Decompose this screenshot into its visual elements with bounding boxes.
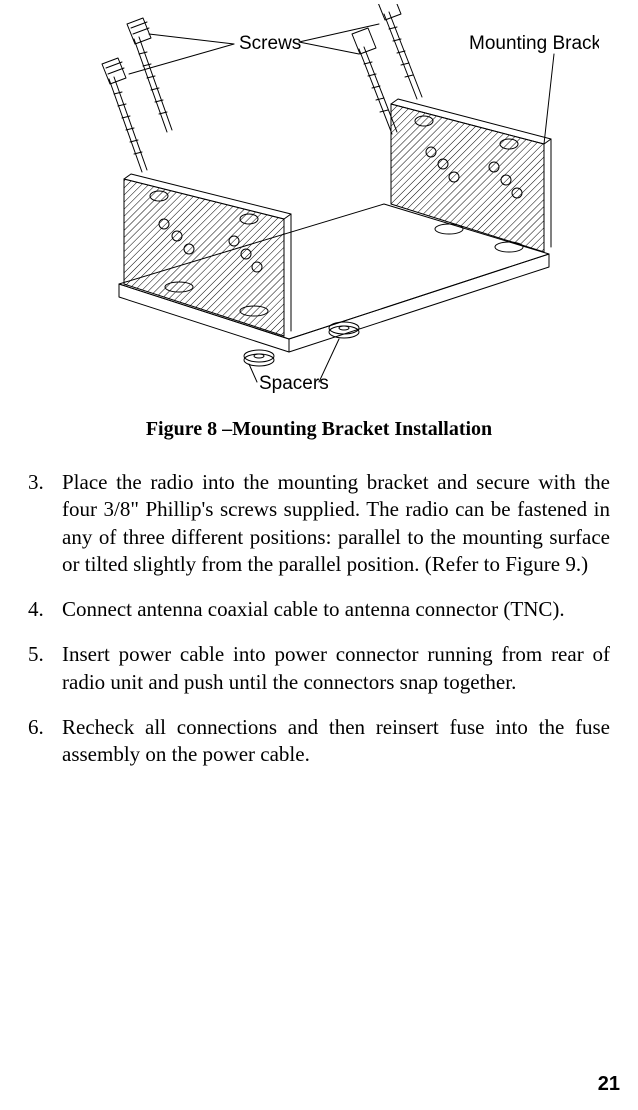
screws-label: Screws bbox=[239, 33, 301, 54]
instruction-step: 6. Recheck all connections and then rein… bbox=[28, 714, 610, 769]
mounting-bracket-diagram: Screws Mounting Bracket Spacers bbox=[39, 4, 599, 394]
page-number: 21 bbox=[598, 1073, 620, 1096]
screw-icon bbox=[352, 28, 397, 134]
step-number: 4. bbox=[28, 596, 62, 623]
screw-icon bbox=[102, 58, 147, 172]
screw-icon bbox=[377, 4, 422, 99]
mounting-bracket-label: Mounting Bracket bbox=[469, 33, 599, 54]
figure-wrap: Screws Mounting Bracket Spacers Figure 8… bbox=[28, 0, 610, 441]
instruction-list: 3. Place the radio into the mounting bra… bbox=[28, 469, 610, 769]
instruction-step: 4. Connect antenna coaxial cable to ante… bbox=[28, 596, 610, 623]
page: Screws Mounting Bracket Spacers Figure 8… bbox=[0, 0, 638, 1110]
step-text: Recheck all connections and then reinser… bbox=[62, 714, 610, 769]
instruction-step: 3. Place the radio into the mounting bra… bbox=[28, 469, 610, 578]
figure-caption: Figure 8 –Mounting Bracket Installation bbox=[28, 418, 610, 441]
step-text: Connect antenna coaxial cable to antenna… bbox=[62, 596, 610, 623]
step-number: 6. bbox=[28, 714, 62, 769]
spacers-label: Spacers bbox=[259, 373, 329, 394]
step-number: 5. bbox=[28, 641, 62, 696]
step-text: Insert power cable into power connector … bbox=[62, 641, 610, 696]
step-number: 3. bbox=[28, 469, 62, 578]
step-text: Place the radio into the mounting bracke… bbox=[62, 469, 610, 578]
spacer-icon bbox=[244, 350, 274, 366]
instruction-step: 5. Insert power cable into power connect… bbox=[28, 641, 610, 696]
screw-icon bbox=[127, 18, 172, 132]
